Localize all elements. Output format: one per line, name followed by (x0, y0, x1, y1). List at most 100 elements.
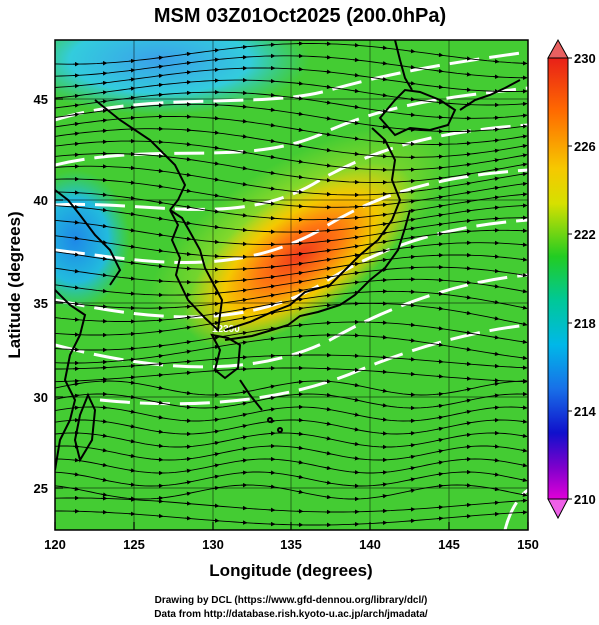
wind-arrow (240, 330, 248, 336)
wind-arrow (156, 429, 164, 434)
wind-arrow (268, 274, 276, 280)
wind-arrow (464, 162, 472, 167)
wind-arrow (184, 236, 192, 241)
x-tick-label: 130 (202, 537, 224, 552)
wind-arrow (296, 261, 304, 267)
wind-arrow (464, 280, 472, 285)
wind-arrow (268, 470, 276, 475)
wind-arrow (240, 306, 248, 312)
wind-arrow (492, 335, 500, 340)
wind-arrow (128, 211, 136, 217)
wind-arrow (492, 167, 500, 172)
wind-arrow (296, 127, 304, 132)
wind-arrow (324, 69, 332, 74)
wind-arrow (72, 444, 80, 449)
wind-arrow (408, 81, 416, 86)
wind-arrow (100, 118, 108, 123)
wind-arrow (520, 124, 528, 129)
colorbar-tick-label: 226 (574, 139, 596, 154)
wind-arrow (324, 421, 332, 426)
wind-arrow (324, 436, 332, 441)
wind-arrow (240, 227, 248, 233)
wind-arrow (296, 143, 304, 148)
wind-arrow (520, 113, 528, 118)
wind-arrow (436, 204, 444, 209)
wind-arrow (464, 87, 472, 93)
wind-arrow (100, 256, 108, 261)
wind-arrow (128, 228, 136, 233)
wind-arrow (240, 390, 248, 395)
wind-arrow (184, 51, 192, 57)
wind-arrow (128, 409, 136, 414)
wind-arrow (156, 92, 164, 98)
wind-arrow (352, 57, 360, 63)
wind-arrow (268, 138, 276, 144)
wind-arrow (296, 189, 304, 195)
wind-arrow (156, 82, 164, 88)
wind-arrow (380, 221, 388, 227)
wind-arrow (492, 254, 500, 259)
x-tick-label: 145 (438, 537, 460, 552)
wind-arrow (184, 339, 192, 345)
x-tick-label: 125 (123, 537, 145, 552)
wind-arrow (520, 321, 528, 327)
x-tick-label: 150 (517, 537, 539, 552)
wind-arrow (268, 122, 276, 128)
wind-arrow (492, 138, 500, 143)
wind-arrow (520, 162, 528, 167)
wind-arrow (520, 272, 528, 278)
wind-arrow (352, 382, 360, 388)
wind-arrow (520, 405, 528, 410)
wind-arrow (184, 501, 192, 506)
wind-arrow (268, 170, 276, 176)
wind-arrow (436, 52, 444, 58)
wind-arrow (436, 165, 444, 171)
wind-arrow (156, 216, 164, 221)
wind-arrow (184, 404, 192, 410)
wind-arrow (492, 59, 500, 64)
wind-arrow (100, 71, 108, 76)
wind-arrow (156, 168, 164, 174)
wind-arrow (520, 339, 528, 345)
wind-arrow (324, 303, 332, 308)
wind-arrow (492, 351, 500, 357)
wind-arrow (464, 181, 472, 186)
colorbar-tick-label: 210 (574, 492, 596, 507)
cold-region-west (55, 170, 130, 310)
wind-arrow (128, 180, 136, 185)
wind-arrow (128, 58, 136, 64)
wind-arrow (436, 185, 444, 191)
wind-arrow (324, 284, 332, 289)
wind-arrow (520, 171, 528, 177)
wind-arrow (100, 288, 108, 294)
wind-arrow (240, 213, 248, 218)
wind-arrow (296, 297, 304, 302)
wind-arrow (408, 488, 416, 493)
wind-arrow (492, 195, 500, 200)
wind-arrow (436, 213, 444, 218)
wind-arrow (352, 151, 360, 157)
wind-arrow (352, 72, 360, 78)
wind-arrow (352, 244, 360, 249)
wind-arrow (464, 208, 472, 214)
wind-arrow (184, 172, 192, 178)
wind-arrow (352, 280, 360, 285)
wind-arrow (212, 474, 220, 480)
wind-arrow (520, 143, 528, 149)
wind-arrow (436, 342, 444, 347)
wind-arrow (492, 500, 500, 505)
wind-arrow (156, 361, 164, 367)
wind-arrow (100, 128, 108, 134)
wind-arrow (380, 335, 388, 340)
wind-arrow (240, 315, 248, 321)
wind-arrow (212, 335, 220, 340)
wind-arrow (296, 288, 304, 293)
wind-arrow (352, 166, 360, 171)
wind-arrow (184, 251, 192, 257)
wind-arrow (324, 494, 332, 500)
wind-arrow (128, 276, 136, 281)
wind-arrow (324, 465, 332, 471)
colorbar-max-triangle (547, 38, 569, 59)
wind-arrow (268, 293, 276, 298)
wind-arrow (212, 57, 220, 63)
